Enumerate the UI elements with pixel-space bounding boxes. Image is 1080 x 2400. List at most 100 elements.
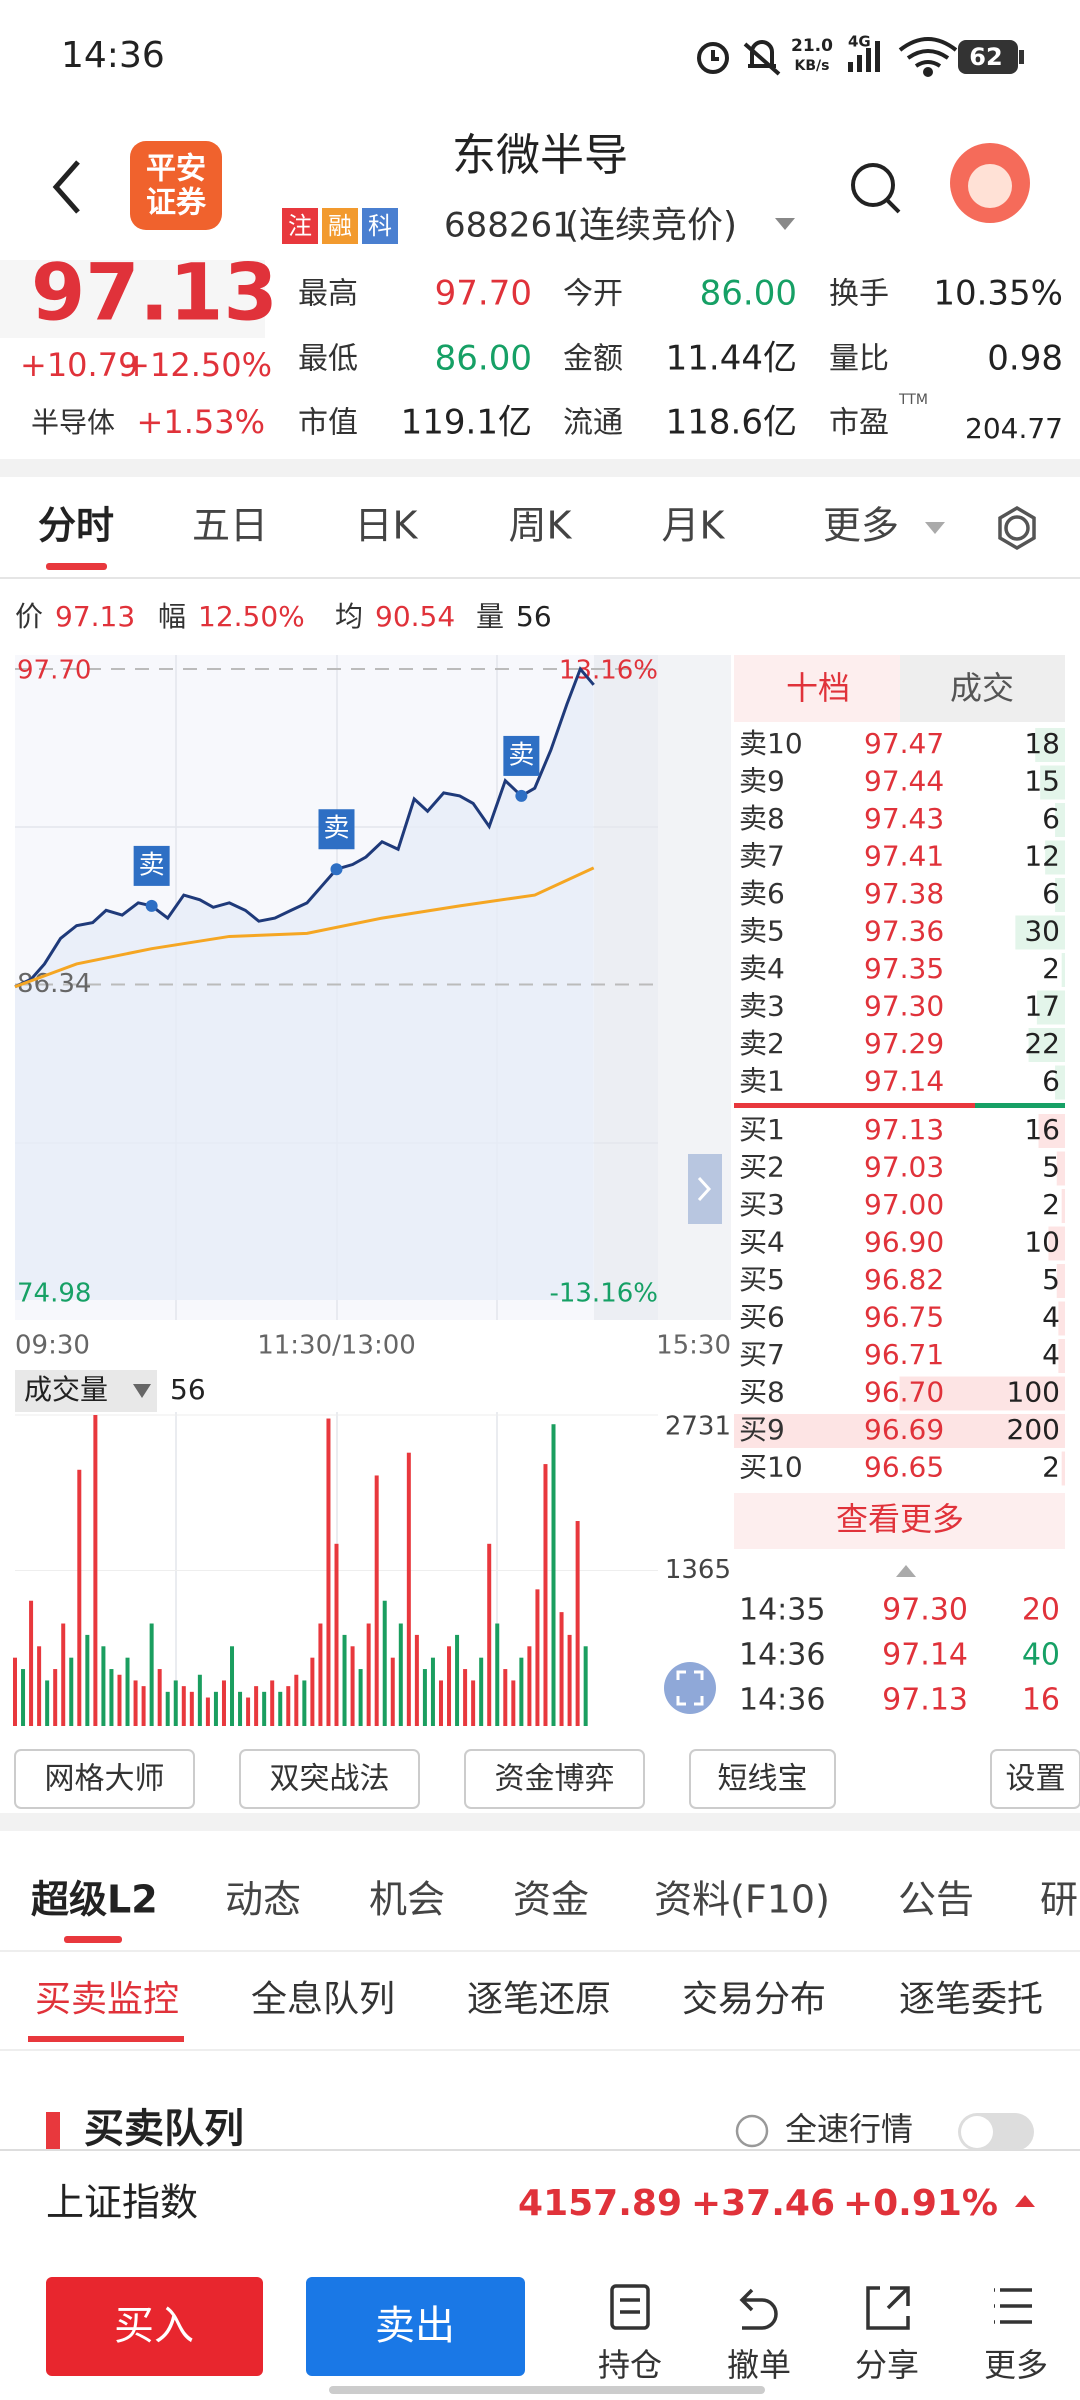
- status-speed: 21.0: [791, 36, 833, 56]
- section-tab[interactable]: 公告: [898, 1878, 974, 1922]
- stat-value: 204.77: [965, 412, 1063, 445]
- tab-underline: [46, 563, 107, 570]
- book-level: 买7: [739, 1338, 785, 1371]
- section-tab[interactable]: 资金: [513, 1878, 589, 1922]
- sub-tab[interactable]: 交易分布: [682, 1979, 826, 2020]
- chart-tab[interactable]: 分时: [38, 504, 114, 548]
- depth-bar: [1056, 1151, 1065, 1186]
- book-level: 卖6: [739, 877, 785, 910]
- volume-selector[interactable]: [15, 1370, 157, 1412]
- volume-bar: [29, 1600, 34, 1726]
- volume-bar: [495, 1623, 500, 1726]
- stat-label: 换手: [829, 277, 889, 312]
- book-tab-label[interactable]: 成交: [950, 669, 1014, 707]
- logo: [130, 141, 222, 230]
- volume-bar: [189, 1691, 194, 1726]
- tool-label: 资金博弈: [495, 1762, 615, 1797]
- fullscreen-button[interactable]: [664, 1662, 716, 1714]
- status-time: 14:36: [61, 35, 165, 76]
- volume-bar: [463, 1669, 468, 1726]
- book-volume: 5: [1042, 1151, 1060, 1184]
- trade-volume: 20: [1022, 1593, 1060, 1628]
- book-tab-label[interactable]: 十档: [786, 669, 850, 707]
- section-tab[interactable]: 机会: [369, 1878, 445, 1922]
- volume-bar: [278, 1691, 283, 1726]
- logo-text: 证券: [146, 186, 207, 221]
- sell-button[interactable]: [306, 2277, 525, 2376]
- book-level: 买1: [739, 1113, 785, 1146]
- depth-bar: [1055, 878, 1065, 912]
- volume-bar: [519, 1657, 524, 1726]
- back-button[interactable]: [52, 160, 80, 214]
- section-tab[interactable]: 研: [1040, 1878, 1078, 1922]
- dropdown-icon[interactable]: [775, 218, 795, 230]
- sector-name: 半导体: [31, 406, 115, 439]
- stat-label: 金额: [563, 342, 623, 377]
- action-label[interactable]: 持仓: [598, 2346, 662, 2384]
- chart-tab[interactable]: 日K: [355, 504, 419, 548]
- price-background: [0, 260, 265, 338]
- sub-tab[interactable]: 逐笔还原: [467, 1979, 611, 2020]
- more-label[interactable]: 查看更多: [836, 1500, 964, 1538]
- marker-label: 卖: [323, 814, 349, 844]
- settings-button[interactable]: [998, 505, 1036, 551]
- volume-bar: [181, 1686, 186, 1726]
- stat-label: 市值: [298, 406, 358, 441]
- chart-tab[interactable]: 月K: [662, 504, 726, 548]
- more-button[interactable]: [734, 1493, 1065, 1549]
- tool-button[interactable]: [990, 1749, 1080, 1809]
- volume-bar: [149, 1623, 154, 1726]
- depth-bar: [1028, 1028, 1065, 1062]
- tag: [362, 208, 398, 244]
- buy-button[interactable]: [46, 2277, 263, 2376]
- status-icons: [697, 37, 1024, 77]
- volume-bar: [455, 1634, 460, 1726]
- tool-button[interactable]: [464, 1749, 645, 1809]
- volume-bar: [125, 1657, 130, 1726]
- volume-bar: [318, 1623, 323, 1726]
- volume-bar: [342, 1634, 347, 1726]
- action-label[interactable]: 更多: [984, 2346, 1048, 2384]
- y-tick-label: 86.34: [17, 969, 91, 999]
- stock-code: 688261: [444, 206, 574, 246]
- book-tab[interactable]: [900, 655, 1065, 722]
- book-price: 97.14: [864, 1065, 944, 1098]
- section-tab[interactable]: 资料(F10): [654, 1878, 830, 1922]
- chart-tab[interactable]: 周K: [509, 504, 573, 548]
- tool-button[interactable]: [689, 1749, 836, 1809]
- chart-tab[interactable]: 更多: [823, 504, 899, 548]
- tool-label: 双突战法: [270, 1762, 390, 1797]
- tool-button[interactable]: [14, 1749, 195, 1809]
- volume-bar: [254, 1686, 259, 1726]
- volume-bar: [334, 1543, 339, 1726]
- price-change: +10.79: [20, 346, 138, 384]
- sub-tab[interactable]: 全息队列: [251, 1979, 395, 2020]
- toggle-label: 全速行情: [785, 2110, 913, 2148]
- section-tab[interactable]: 超级L2: [31, 1878, 158, 1922]
- tag-text: 融: [328, 212, 352, 240]
- volume-bar: [535, 1589, 540, 1726]
- tool-button[interactable]: [239, 1749, 420, 1809]
- volume-bar: [37, 1646, 42, 1726]
- y-tick-label: 1365: [665, 1555, 731, 1585]
- book-level: 卖8: [739, 802, 785, 835]
- search-button[interactable]: [851, 163, 901, 214]
- price-line: [14, 666, 595, 989]
- volume-bar: [543, 1464, 548, 1726]
- avatar-face: [968, 164, 1012, 208]
- sub-tab[interactable]: 逐笔委托: [899, 1979, 1043, 2020]
- action-label[interactable]: 撤单: [727, 2346, 791, 2384]
- volume-label[interactable]: 成交量: [24, 1373, 108, 1406]
- action-label[interactable]: 分享: [855, 2346, 919, 2384]
- stat-value: 97.70: [435, 274, 532, 314]
- book-tab-active[interactable]: [734, 655, 900, 722]
- expand-button[interactable]: [688, 1154, 722, 1224]
- chart-tab[interactable]: 五日: [192, 504, 268, 548]
- section-tab[interactable]: 动态: [225, 1878, 301, 1922]
- info-icon[interactable]: [735, 2114, 769, 2148]
- book-volume: 17: [1024, 990, 1060, 1023]
- sub-tab[interactable]: 买卖监控: [35, 1979, 179, 2020]
- marker-dot: [145, 899, 158, 912]
- book-level: 卖4: [739, 952, 785, 985]
- tag-text: 科: [368, 212, 392, 240]
